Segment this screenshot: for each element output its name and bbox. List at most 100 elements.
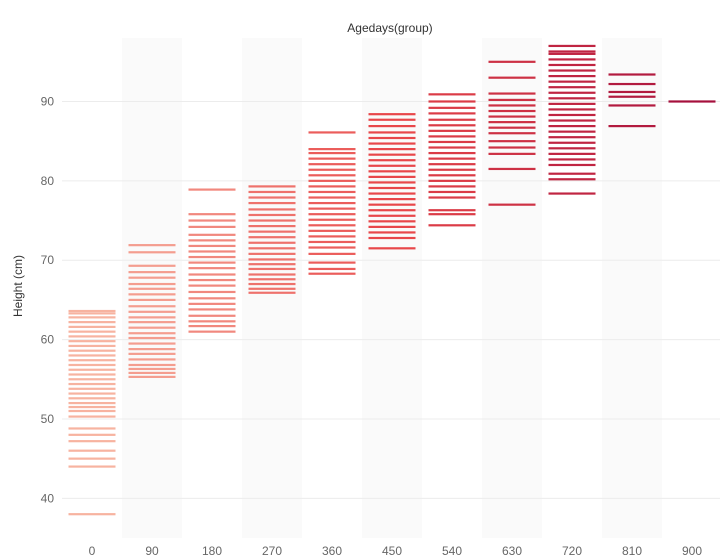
height-mark bbox=[668, 100, 716, 103]
height-mark bbox=[368, 113, 416, 116]
height-mark bbox=[128, 282, 176, 286]
x-tick-label: 180 bbox=[202, 544, 222, 558]
height-mark bbox=[188, 290, 236, 294]
x-tick-label: 630 bbox=[502, 544, 522, 558]
height-mark bbox=[188, 302, 236, 305]
height-mark bbox=[548, 50, 596, 53]
height-mark bbox=[428, 146, 476, 149]
height-mark bbox=[368, 231, 416, 234]
height-mark bbox=[248, 282, 296, 286]
height-mark bbox=[488, 98, 536, 102]
height-mark bbox=[68, 440, 116, 443]
height-mark bbox=[548, 69, 596, 72]
height-mark bbox=[428, 174, 476, 177]
column-bands bbox=[122, 38, 662, 538]
height-mark bbox=[68, 427, 116, 430]
height-mark bbox=[368, 131, 416, 134]
height-mark bbox=[128, 310, 176, 313]
height-mark bbox=[428, 93, 476, 96]
height-mark bbox=[488, 121, 536, 124]
height-mark bbox=[428, 151, 476, 155]
height-mark bbox=[308, 201, 356, 205]
height-mark bbox=[248, 196, 296, 199]
height-mark bbox=[188, 330, 236, 333]
x-tick-label: 900 bbox=[682, 544, 702, 558]
height-mark bbox=[128, 305, 176, 308]
height-mark bbox=[188, 261, 236, 264]
height-mark bbox=[368, 214, 416, 217]
x-tick-label: 720 bbox=[562, 544, 582, 558]
height-mark bbox=[308, 207, 356, 210]
height-mark bbox=[188, 320, 236, 323]
height-mark bbox=[308, 151, 356, 155]
height-mark bbox=[548, 74, 596, 78]
x-tick-label: 270 bbox=[262, 544, 282, 558]
height-mark bbox=[68, 392, 116, 395]
height-mark bbox=[428, 118, 476, 121]
height-mark bbox=[68, 363, 116, 367]
height-mark bbox=[548, 113, 596, 117]
height-mark bbox=[308, 196, 356, 199]
height-mark bbox=[548, 147, 596, 150]
height-mark bbox=[68, 465, 116, 468]
height-mark bbox=[68, 349, 116, 352]
height-mark bbox=[368, 203, 416, 206]
height-mark bbox=[488, 132, 536, 135]
height-mark bbox=[128, 287, 176, 290]
height-mark bbox=[368, 159, 416, 162]
height-mark bbox=[428, 224, 476, 227]
height-mark bbox=[428, 168, 476, 171]
height-mark bbox=[308, 179, 356, 182]
height-mark bbox=[248, 287, 296, 290]
height-mark bbox=[368, 124, 416, 128]
height-mark bbox=[368, 153, 416, 156]
height-mark bbox=[128, 276, 176, 279]
height-mark bbox=[248, 224, 296, 228]
height-mark bbox=[128, 271, 176, 274]
chart-title: Agedays(group) bbox=[347, 21, 432, 35]
column-band bbox=[482, 38, 542, 538]
height-mark bbox=[68, 344, 116, 348]
height-mark bbox=[308, 213, 356, 216]
height-mark bbox=[308, 261, 356, 264]
height-mark bbox=[248, 219, 296, 222]
height-mark bbox=[608, 73, 656, 76]
height-mark bbox=[608, 95, 656, 98]
height-mark bbox=[128, 336, 176, 340]
height-mark bbox=[248, 252, 296, 255]
height-mark bbox=[68, 409, 116, 413]
height-mark bbox=[428, 100, 476, 103]
height-mark bbox=[368, 236, 416, 240]
y-tick-label: 80 bbox=[41, 174, 55, 188]
x-axis-ticks: 0 90 180 270 360 450 540 630 720 810 900 bbox=[89, 544, 703, 558]
column-band bbox=[362, 38, 422, 538]
height-mark bbox=[188, 225, 236, 228]
height-mark bbox=[368, 136, 416, 140]
height-mark bbox=[428, 124, 476, 127]
height-mark bbox=[608, 124, 656, 128]
height-mark bbox=[128, 371, 176, 375]
height-mark bbox=[428, 135, 476, 138]
height-mark bbox=[488, 152, 536, 155]
height-mark bbox=[188, 308, 236, 311]
y-tick-label: 70 bbox=[41, 253, 55, 267]
height-mark bbox=[548, 124, 596, 128]
height-mark bbox=[68, 309, 116, 313]
height-mark bbox=[368, 192, 416, 195]
height-mark bbox=[488, 126, 536, 129]
height-mark bbox=[188, 324, 236, 328]
height-mark bbox=[308, 235, 356, 238]
height-mark bbox=[368, 175, 416, 178]
height-mark bbox=[488, 115, 536, 118]
height-mark bbox=[248, 258, 296, 261]
height-mark bbox=[188, 255, 236, 259]
height-mark bbox=[68, 433, 116, 436]
height-mark bbox=[548, 58, 596, 61]
height-mark bbox=[128, 363, 176, 367]
height-mark bbox=[368, 170, 416, 173]
height-mark bbox=[308, 272, 356, 275]
height-mark bbox=[488, 92, 536, 95]
height-mark bbox=[428, 140, 476, 144]
height-mark bbox=[68, 312, 116, 315]
height-mark bbox=[548, 141, 596, 144]
